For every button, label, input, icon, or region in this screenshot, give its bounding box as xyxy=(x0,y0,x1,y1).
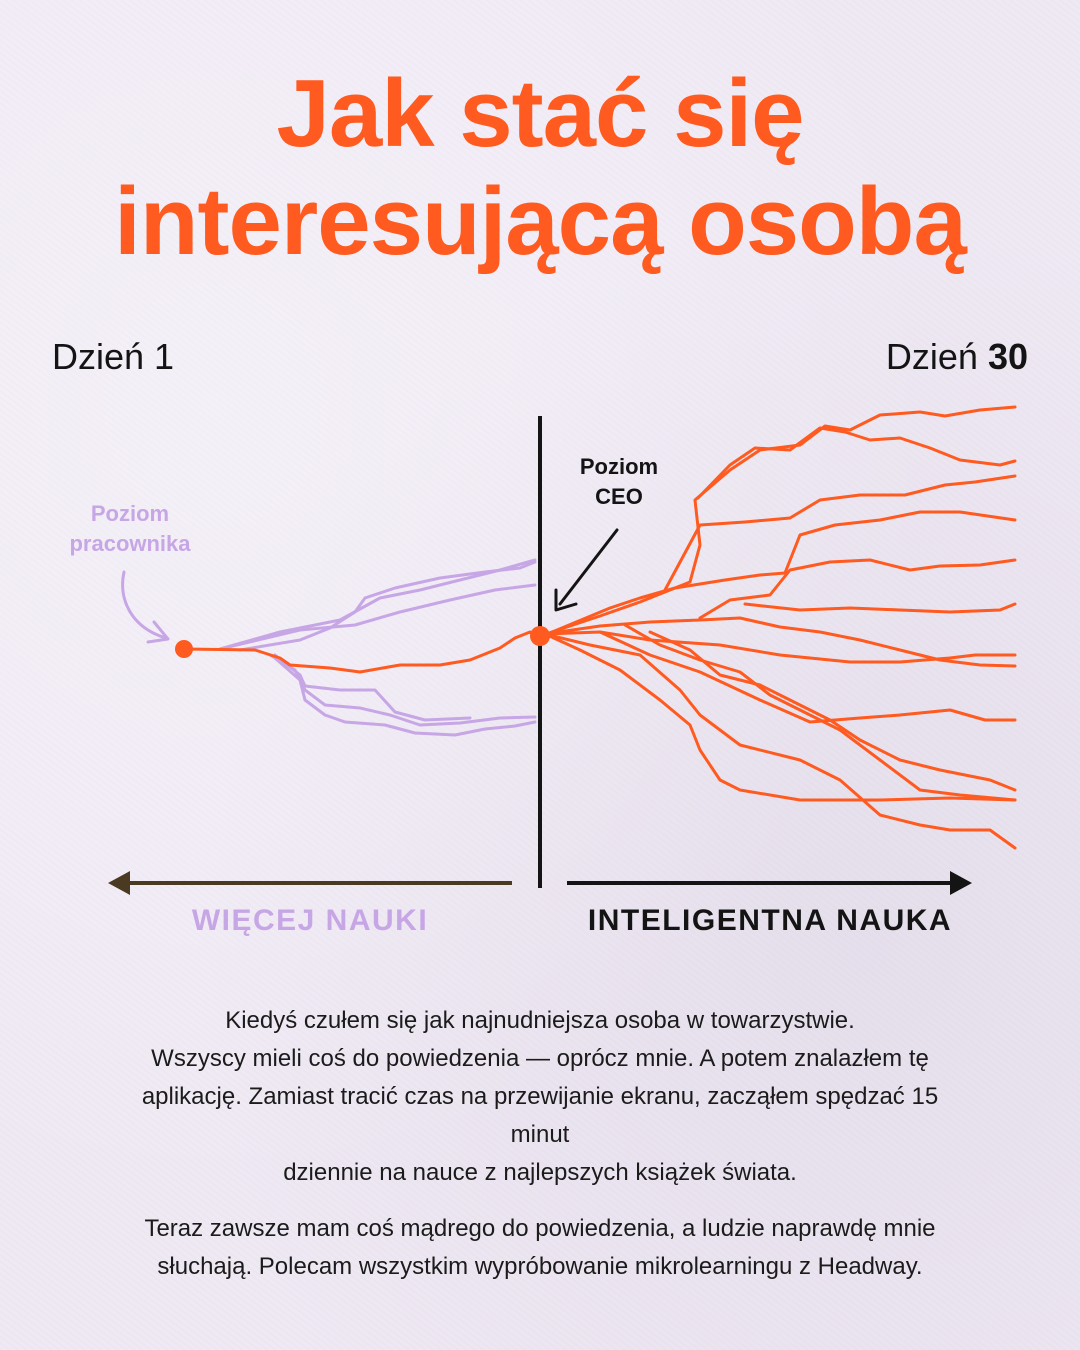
orange-path xyxy=(183,630,542,674)
orange-path xyxy=(538,405,1017,638)
lavender-path xyxy=(273,653,472,722)
orange-path xyxy=(543,632,1017,850)
paragraph-line: aplikację. Zamiast tracić czas na przewi… xyxy=(141,1083,939,1110)
right-arrow-head xyxy=(950,871,972,895)
orange-path xyxy=(696,426,1017,500)
testimonial-paragraph-1: Kiedyś czułem się jak najnudniejsza osob… xyxy=(50,1002,1030,1192)
paragraph-line: minut xyxy=(510,1121,570,1148)
testimonial-paragraph-2: Teraz zawsze mam coś mądrego do powiedze… xyxy=(50,1210,1030,1286)
orange-path xyxy=(648,630,1017,792)
ceo-label-line-2: CEO xyxy=(595,484,643,509)
lavender-path xyxy=(273,656,537,737)
page-title: Jak stać się interesującą osobą xyxy=(0,60,1080,276)
orange-path xyxy=(743,602,1017,614)
orange-path xyxy=(663,474,1017,592)
ceo-level-dot xyxy=(530,626,550,646)
orange-path xyxy=(698,558,1017,620)
ceo-label-line-1: Poziom xyxy=(579,454,659,479)
arrow-to-worker-dot xyxy=(121,570,168,640)
more-learning-label: WIĘCEJ NAUKI xyxy=(191,904,429,937)
lavender-paths xyxy=(218,558,537,737)
orange-path xyxy=(543,510,1017,637)
orange-path xyxy=(623,623,1017,802)
day-30-number: 30 xyxy=(987,336,1028,377)
orange-path xyxy=(543,616,1017,668)
day-1-label: Dzień 1 xyxy=(52,336,175,377)
worker-level-label: Poziom pracownika xyxy=(50,499,210,559)
orange-path xyxy=(543,632,1017,802)
paragraph-line: słuchają. Polecam wszystkim wypróbowanie… xyxy=(157,1253,923,1280)
paragraph-line: Teraz zawsze mam coś mądrego do powiedze… xyxy=(144,1215,936,1242)
arrow-to-worker-dot-head xyxy=(146,620,170,644)
lavender-path xyxy=(218,558,537,651)
day-30-prefix: Dzień xyxy=(885,336,988,377)
paragraph-line: Wszyscy mieli coś do powiedzenia — opróc… xyxy=(151,1045,929,1072)
orange-paths xyxy=(183,405,1017,850)
ceo-level-label: Poziom CEO xyxy=(549,452,689,512)
day-30-label: Dzień 30 xyxy=(886,336,1028,378)
arrow-to-ceo-dot-head xyxy=(554,588,578,612)
title-line-1: Jak stać się xyxy=(276,60,804,167)
paragraph-line: Kiedyś czułem się jak najnudniejsza osob… xyxy=(225,1007,855,1034)
lavender-path xyxy=(218,583,537,651)
smart-learning-label: INTELIGENTNA NAUKA xyxy=(587,904,953,937)
arrow-to-ceo-dot xyxy=(558,528,619,606)
paragraph-line: dziennie na nauce z najlepszych książek … xyxy=(283,1159,797,1186)
lavender-path xyxy=(238,560,537,652)
testimonial-text: Kiedyś czułem się jak najnudniejsza osob… xyxy=(50,1002,1030,1304)
worker-label-line-2: pracownika xyxy=(69,531,191,556)
title-line-2: interesującą osobą xyxy=(114,168,967,275)
orange-path xyxy=(543,630,1017,664)
left-arrow-head xyxy=(108,871,130,895)
orange-path xyxy=(598,630,1017,724)
worker-label-line-1: Poziom xyxy=(90,501,170,526)
worker-level-dot xyxy=(175,640,193,658)
